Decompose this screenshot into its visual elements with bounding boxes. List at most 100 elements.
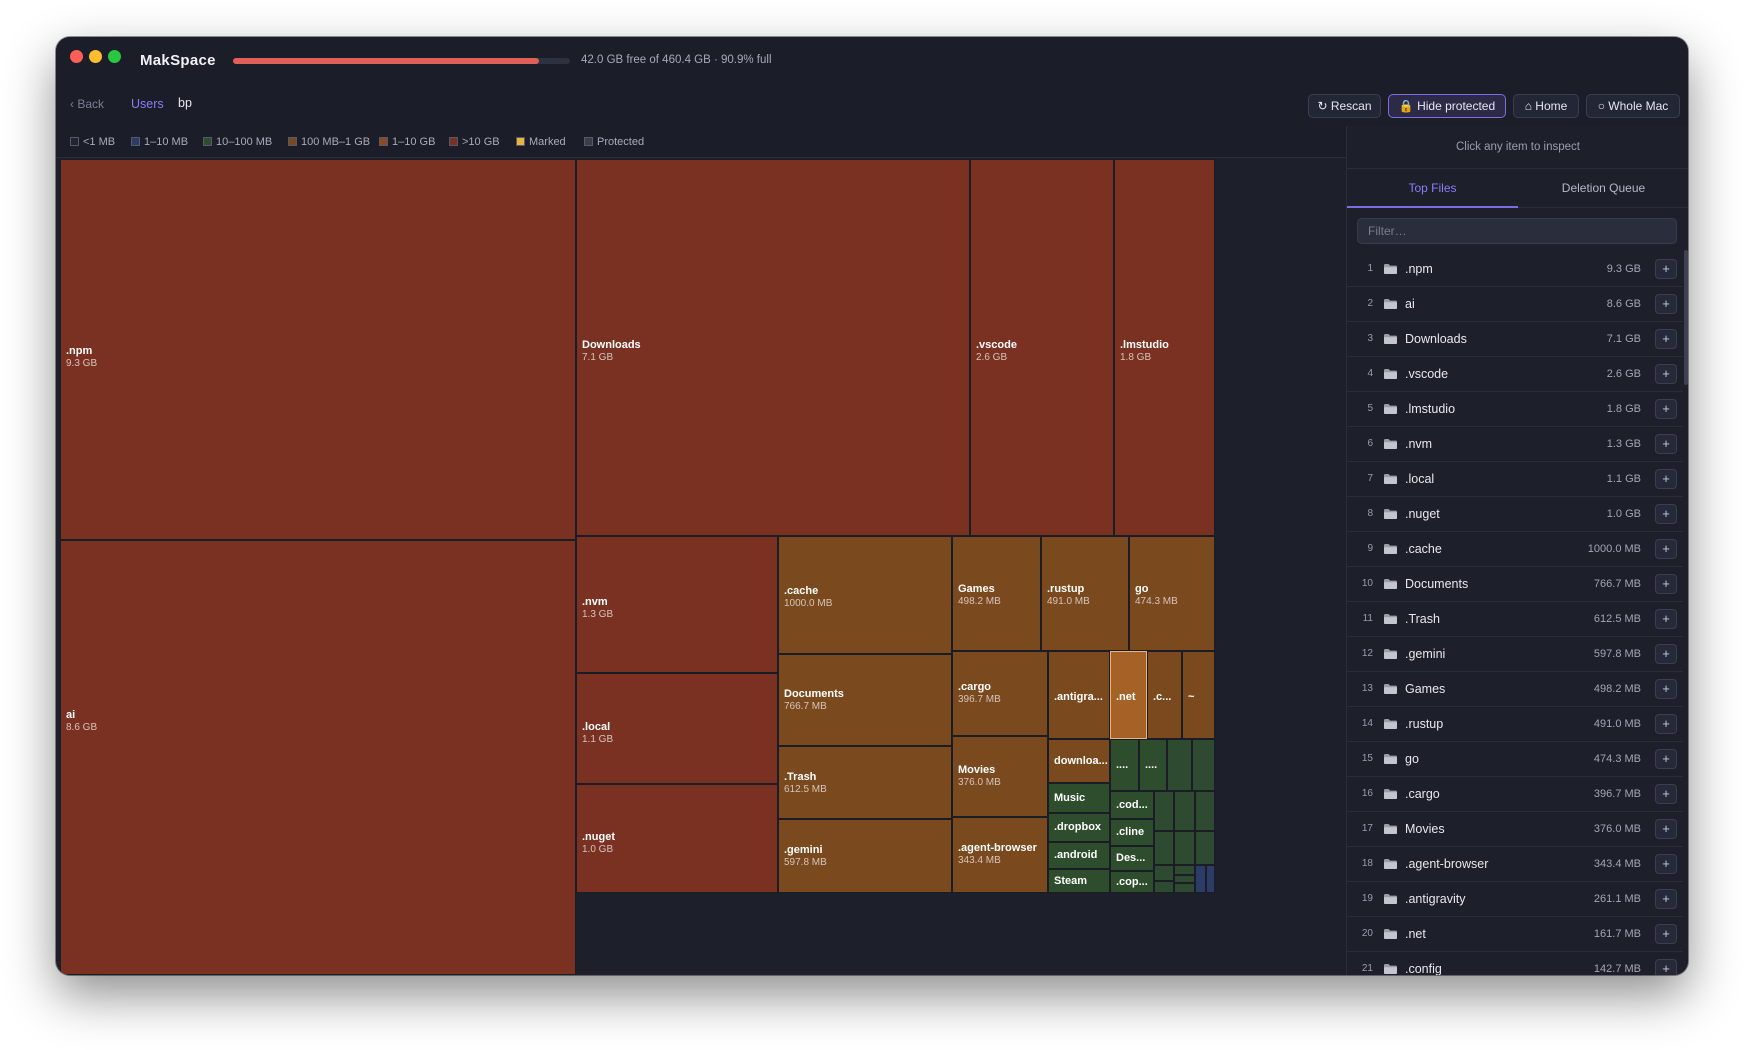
home-button[interactable]: ⌂ Home — [1513, 94, 1579, 118]
list-item[interactable]: 21 .config 142.7 MB + — [1347, 952, 1683, 975]
back-button[interactable]: ‹ Back — [70, 97, 105, 111]
list-item[interactable]: 14 .rustup 491.0 MB + — [1347, 707, 1683, 742]
whole-mac-button[interactable]: ○ Whole Mac — [1586, 94, 1680, 118]
treemap-cell-small[interactable] — [1174, 791, 1195, 831]
add-to-queue-button[interactable]: + — [1655, 749, 1677, 769]
tab-top-files[interactable]: Top Files — [1347, 168, 1518, 208]
treemap-cell[interactable]: .cop... — [1110, 871, 1154, 893]
add-to-queue-button[interactable]: + — [1655, 924, 1677, 944]
list-item[interactable]: 10 Documents 766.7 MB + — [1347, 567, 1683, 602]
treemap-cell-small[interactable] — [1174, 865, 1195, 875]
add-to-queue-button[interactable]: + — [1655, 434, 1677, 454]
list-item[interactable]: 17 Movies 376.0 MB + — [1347, 812, 1683, 847]
add-to-queue-button[interactable]: + — [1655, 854, 1677, 874]
close-window-button[interactable] — [70, 50, 83, 63]
add-to-queue-button[interactable]: + — [1655, 784, 1677, 804]
hide-protected-button[interactable]: 🔒 Hide protected — [1388, 94, 1506, 118]
treemap-cell[interactable]: ~ — [1182, 651, 1215, 739]
treemap-cell[interactable]: .dropbox — [1048, 813, 1110, 842]
list-item[interactable]: 3 Downloads 7.1 GB + — [1347, 322, 1683, 357]
treemap-cell[interactable]: ai 8.6 GB — [60, 540, 576, 975]
treemap-cell-small[interactable] — [1154, 831, 1174, 865]
add-to-queue-button[interactable]: + — [1655, 364, 1677, 384]
list-item[interactable]: 4 .vscode 2.6 GB + — [1347, 357, 1683, 392]
add-to-queue-button[interactable]: + — [1655, 259, 1677, 279]
treemap-cell-small[interactable] — [1154, 865, 1174, 881]
add-to-queue-button[interactable]: + — [1655, 959, 1677, 975]
list-item[interactable]: 11 .Trash 612.5 MB + — [1347, 602, 1683, 637]
treemap-cell[interactable]: Games 498.2 MB — [952, 536, 1041, 651]
treemap-cell-small[interactable] — [1167, 739, 1192, 791]
treemap-cell[interactable]: .... — [1139, 739, 1167, 791]
treemap-cell[interactable]: Downloads 7.1 GB — [576, 159, 970, 536]
add-to-queue-button[interactable]: + — [1655, 714, 1677, 734]
treemap-cell[interactable]: .cargo 396.7 MB — [952, 651, 1048, 736]
list-item[interactable]: 5 .lmstudio 1.8 GB + — [1347, 392, 1683, 427]
treemap-cell-small[interactable] — [1174, 883, 1195, 893]
treemap-cell[interactable]: Movies 376.0 MB — [952, 736, 1048, 817]
add-to-queue-button[interactable]: + — [1655, 469, 1677, 489]
treemap-cell[interactable]: Steam — [1048, 869, 1110, 893]
treemap-cell[interactable]: .nvm 1.3 GB — [576, 536, 778, 673]
list-item[interactable]: 13 Games 498.2 MB + — [1347, 672, 1683, 707]
add-to-queue-button[interactable]: + — [1655, 399, 1677, 419]
treemap-cell-small[interactable] — [1195, 865, 1206, 893]
add-to-queue-button[interactable]: + — [1655, 679, 1677, 699]
treemap-cell-small[interactable] — [1195, 831, 1215, 865]
treemap-cell[interactable]: Music — [1048, 783, 1110, 813]
treemap-cell[interactable]: .lmstudio 1.8 GB — [1114, 159, 1215, 536]
treemap-cell[interactable]: .npm 9.3 GB — [60, 159, 576, 540]
treemap-cell[interactable]: .rustup 491.0 MB — [1041, 536, 1129, 651]
treemap-cell[interactable]: .android — [1048, 842, 1110, 869]
list-item[interactable]: 9 .cache 1000.0 MB + — [1347, 532, 1683, 567]
minimize-window-button[interactable] — [89, 50, 102, 63]
treemap-cell[interactable]: .Trash 612.5 MB — [778, 746, 952, 819]
add-to-queue-button[interactable]: + — [1655, 574, 1677, 594]
list-item[interactable]: 15 go 474.3 MB + — [1347, 742, 1683, 777]
rescan-button[interactable]: ↻ Rescan — [1308, 94, 1381, 118]
add-to-queue-button[interactable]: + — [1655, 539, 1677, 559]
add-to-queue-button[interactable]: + — [1655, 819, 1677, 839]
add-to-queue-button[interactable]: + — [1655, 609, 1677, 629]
treemap-cell[interactable]: .agent-browser 343.4 MB — [952, 817, 1048, 893]
tab-deletion-queue[interactable]: Deletion Queue — [1518, 168, 1688, 208]
treemap-cell[interactable]: .nuget 1.0 GB — [576, 784, 778, 893]
zoom-window-button[interactable] — [108, 50, 121, 63]
add-to-queue-button[interactable]: + — [1655, 889, 1677, 909]
list-item[interactable]: 8 .nuget 1.0 GB + — [1347, 497, 1683, 532]
treemap-cell-small[interactable] — [1154, 881, 1174, 893]
treemap-cell-small[interactable] — [1174, 831, 1195, 865]
list-item[interactable]: 6 .nvm 1.3 GB + — [1347, 427, 1683, 462]
add-to-queue-button[interactable]: + — [1655, 329, 1677, 349]
treemap-cell[interactable]: .c... — [1147, 651, 1182, 739]
treemap-cell[interactable]: .net — [1110, 651, 1147, 739]
list-item[interactable]: 12 .gemini 597.8 MB + — [1347, 637, 1683, 672]
treemap-cell[interactable]: .cline — [1110, 819, 1154, 846]
treemap-cell[interactable]: Documents 766.7 MB — [778, 654, 952, 746]
treemap-cell[interactable]: .... — [1110, 739, 1139, 791]
add-to-queue-button[interactable]: + — [1655, 504, 1677, 524]
treemap-cell[interactable]: .antigra... — [1048, 651, 1110, 739]
list-item[interactable]: 1 .npm 9.3 GB + — [1347, 252, 1683, 287]
list-item[interactable]: 7 .local 1.1 GB + — [1347, 462, 1683, 497]
list-item[interactable]: 16 .cargo 396.7 MB + — [1347, 777, 1683, 812]
treemap-cell-small[interactable] — [1195, 791, 1215, 831]
add-to-queue-button[interactable]: + — [1655, 644, 1677, 664]
filter-input[interactable] — [1357, 218, 1677, 244]
treemap-cell-small[interactable] — [1206, 865, 1215, 893]
scrollbar-thumb[interactable] — [1684, 250, 1688, 385]
treemap-cell-small[interactable] — [1192, 739, 1215, 791]
add-to-queue-button[interactable]: + — [1655, 294, 1677, 314]
treemap-cell-small[interactable] — [1174, 875, 1195, 883]
list-item[interactable]: 18 .agent-browser 343.4 MB + — [1347, 847, 1683, 882]
treemap-cell-small[interactable] — [1154, 791, 1174, 831]
treemap-cell[interactable]: .vscode 2.6 GB — [970, 159, 1114, 536]
treemap-cell[interactable]: .gemini 597.8 MB — [778, 819, 952, 893]
treemap-cell[interactable]: go 474.3 MB — [1129, 536, 1215, 651]
treemap-cell[interactable]: .cache 1000.0 MB — [778, 536, 952, 654]
list-item[interactable]: 2 ai 8.6 GB + — [1347, 287, 1683, 322]
breadcrumb-users[interactable]: Users — [131, 97, 164, 111]
list-item[interactable]: 19 .antigravity 261.1 MB + — [1347, 882, 1683, 917]
treemap-cell[interactable]: .cod... — [1110, 791, 1154, 819]
list-item[interactable]: 20 .net 161.7 MB + — [1347, 917, 1683, 952]
